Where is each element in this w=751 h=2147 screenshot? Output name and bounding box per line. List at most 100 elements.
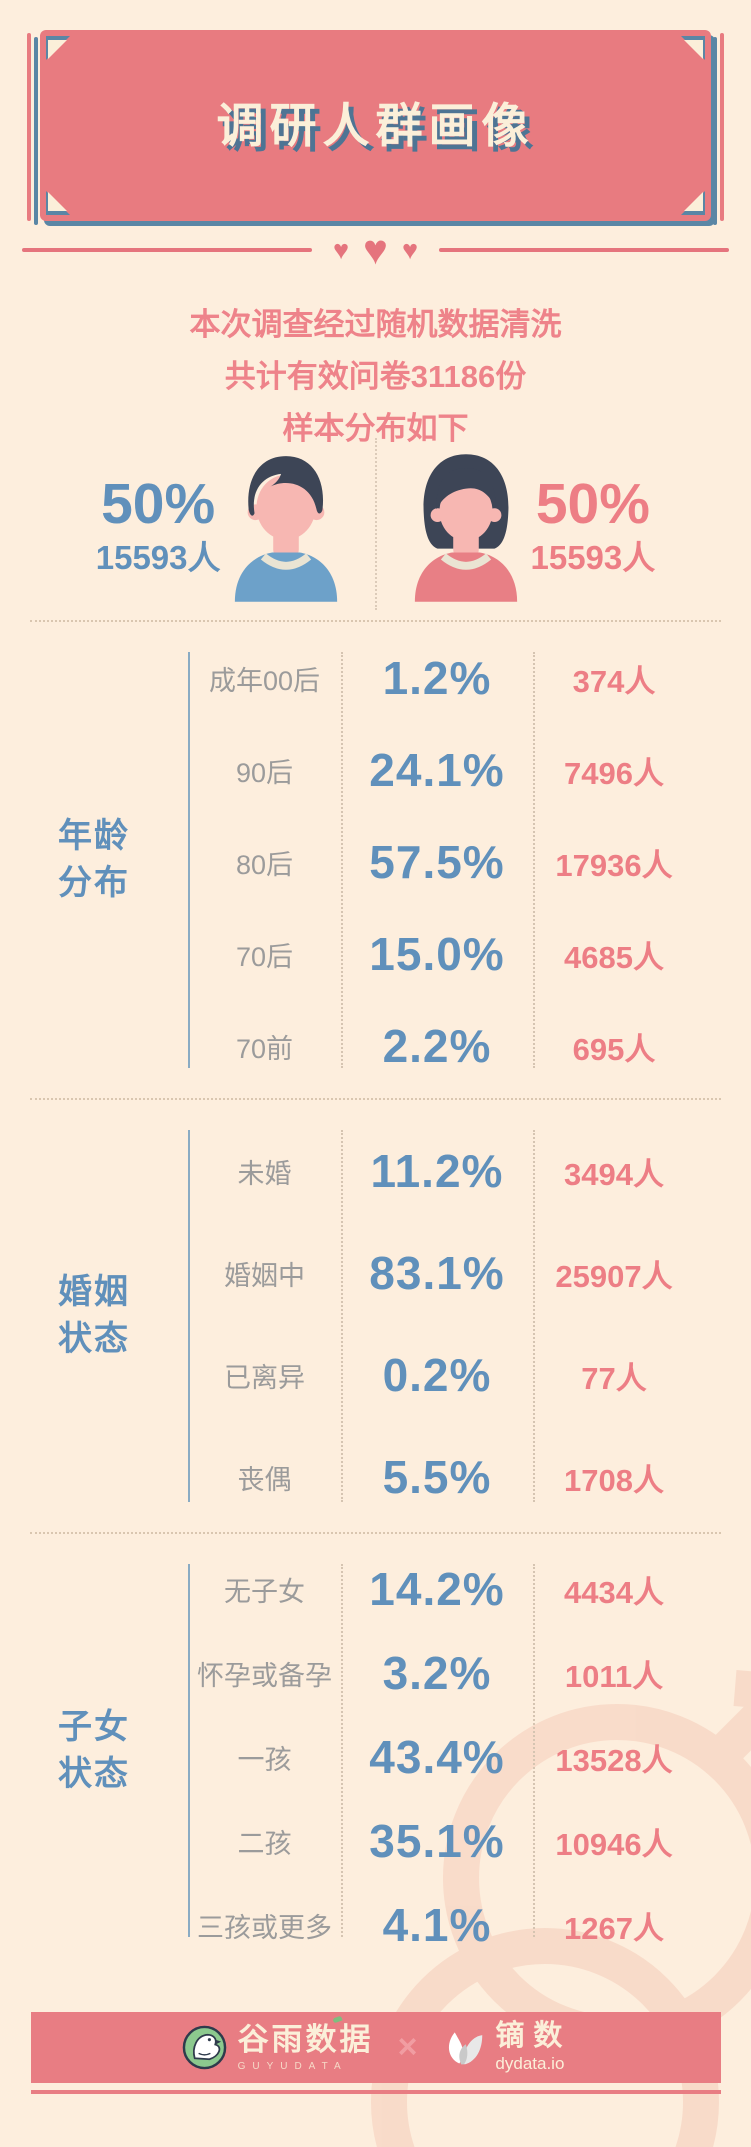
section-dotted-line — [533, 1564, 535, 1937]
footer-accent-line — [31, 2090, 721, 2094]
row-percent: 11.2% — [370, 1145, 504, 1197]
section-divider — [30, 1098, 721, 1100]
corner-ornament — [48, 192, 67, 211]
section-title-marriage: 婚姻 状态 — [0, 1100, 188, 1532]
table-row: 成年00后 1.2% 374人 — [188, 632, 751, 724]
brand-guyudata-text: 谷雨数据 GUYUDATA — [238, 2015, 374, 2072]
table-row: 90后 24.1% 7496人 — [188, 724, 751, 816]
section-title-line: 状态 — [58, 1754, 130, 1793]
section-age: 年龄 分布 成年00后 1.2% 374人 90后 24.1% 7496人 80后 57.5% 17… — [0, 622, 751, 1098]
heart-icon: ♥ — [363, 226, 388, 273]
male-count: 15593人 — [95, 538, 221, 576]
row-percent: 43.4% — [369, 1731, 505, 1783]
table-row: 70后 15.0% 4685人 — [188, 908, 751, 1000]
table-row: 已离异 0.2% 77人 — [188, 1324, 751, 1426]
section-title-line: 状态 — [58, 1320, 130, 1358]
row-label: 90后 — [235, 757, 294, 788]
male-stats: 50% 15593人 — [96, 472, 221, 577]
gender-split: 50% 15593人 — [0, 432, 751, 618]
row-percent: 57.5% — [369, 836, 505, 888]
row-count: 1011人 — [564, 1658, 664, 1694]
section-title-line: 婚姻 — [58, 1273, 130, 1311]
divider-line — [22, 248, 312, 252]
male-avatar — [234, 456, 337, 602]
section-rows: 未婚 11.2% 3494人婚姻中 83.1% 25907人已离异 0.2% 77人丧偶 5.… — [188, 1100, 751, 1532]
header-banner: 调研人群画像 — [27, 30, 724, 225]
row-percent: 3.2% — [382, 1647, 492, 1699]
petal-logo-icon — [449, 2032, 483, 2065]
brand-dydata-sub: dydata.io — [495, 2054, 565, 2074]
row-count: 7496人 — [564, 755, 664, 791]
brand-dydata-name: 镝数 — [495, 2019, 572, 2052]
row-count: 77人 — [581, 1360, 647, 1396]
table-row: 丧偶 5.5% 1708人 — [188, 1426, 751, 1528]
corner-ornament — [684, 192, 703, 211]
table-row: 无子女 14.2% 4434人 — [188, 1547, 751, 1631]
section-dotted-line — [533, 652, 535, 1068]
row-label: 一孩 — [237, 1744, 292, 1775]
row-count: 17936人 — [555, 847, 673, 883]
male-half: 50% 15593人 — [0, 432, 374, 618]
female-count: 15593人 — [530, 538, 656, 576]
row-label: 三孩或更多 — [197, 1912, 332, 1943]
row-label: 未婚 — [237, 1158, 292, 1189]
row-count: 4434人 — [564, 1574, 664, 1610]
section-rows: 无子女 14.2% 4434人 怀孕或备孕 3.2% 1011人 一孩 43.4% 13528人… — [188, 1534, 751, 1967]
row-count: 695人 — [572, 1031, 656, 1067]
brand-dydata-text: 镝数 dydata.io — [495, 2019, 572, 2075]
section-divider — [30, 1532, 721, 1534]
row-label: 70后 — [235, 941, 294, 972]
table-row: 三孩或更多 4.1% 1267人 — [188, 1883, 751, 1967]
banner-side-ornament — [34, 37, 38, 225]
brand-guyudata: 谷雨数据 GUYUDATA — [181, 2015, 374, 2072]
row-label: 怀孕或备孕 — [197, 1660, 332, 1691]
row-label: 80后 — [235, 849, 294, 880]
row-percent: 2.2% — [382, 1020, 492, 1072]
section-marriage: 婚姻状态 未婚 11.2% 3494人婚姻中 83.1% 25907人已离异 0.2% 77人… — [0, 1100, 751, 1532]
row-percent: 14.2% — [369, 1563, 505, 1615]
row-label: 已离异 — [224, 1362, 305, 1393]
table-row: 未婚 11.2% 3494人 — [188, 1120, 751, 1222]
row-label: 70前 — [235, 1033, 294, 1064]
brand-guyudata-name: 谷雨数据 — [238, 2015, 374, 2057]
row-count: 25907人 — [555, 1258, 673, 1294]
gender-divider-line — [375, 438, 377, 610]
heart-icon: ♥ — [401, 234, 418, 265]
corner-ornament — [684, 40, 703, 59]
section-vertical-line — [188, 652, 190, 1068]
row-percent: 35.1% — [369, 1815, 505, 1867]
divider-line — [439, 248, 729, 252]
row-percent: 5.5% — [382, 1451, 492, 1503]
female-avatar — [414, 454, 517, 602]
footer-bar: 谷雨数据 GUYUDATA × 镝数 dydata.io — [31, 2012, 721, 2083]
row-count: 3494人 — [564, 1156, 664, 1192]
row-label: 婚姻中 — [224, 1260, 305, 1291]
intro-line: 本次调查经过随机数据清洗 — [189, 307, 562, 342]
row-percent: 24.1% — [369, 744, 505, 796]
row-percent: 15.0% — [369, 928, 505, 980]
bird-logo-icon — [182, 2025, 226, 2070]
row-count: 1267人 — [564, 1910, 664, 1946]
section-vertical-line — [188, 1130, 190, 1502]
row-label: 二孩 — [237, 1828, 292, 1859]
section-children: 子女 状态 无子女 14.2% 4434人 怀孕或备孕 3.2% 1011人 一孩 43.4% 13… — [0, 1534, 751, 1967]
heart-icons: ♥ ♥ ♥ — [326, 229, 425, 271]
heart-divider: ♥ ♥ ♥ — [22, 229, 729, 271]
row-percent: 83.1% — [369, 1247, 505, 1299]
female-percent: 50% — [535, 472, 650, 537]
table-row: 二孩 35.1% 10946人 — [188, 1799, 751, 1883]
section-title-children: 子女 状态 — [0, 1534, 188, 1967]
row-count: 4685人 — [564, 939, 664, 975]
female-stats: 50% 15593人 — [531, 472, 656, 577]
banner-side-ornament — [27, 33, 31, 221]
table-row: 一孩 43.4% 13528人 — [188, 1715, 751, 1799]
corner-ornament — [48, 40, 67, 59]
section-dotted-line — [341, 652, 343, 1068]
section-title-line: 子女 — [58, 1707, 130, 1746]
row-percent: 4.1% — [382, 1899, 492, 1951]
collab-x-separator: × — [397, 2028, 418, 2066]
row-label: 成年00后 — [208, 665, 321, 696]
row-count: 374人 — [572, 663, 656, 699]
row-label: 丧偶 — [237, 1464, 292, 1495]
section-dotted-line — [533, 1130, 535, 1502]
